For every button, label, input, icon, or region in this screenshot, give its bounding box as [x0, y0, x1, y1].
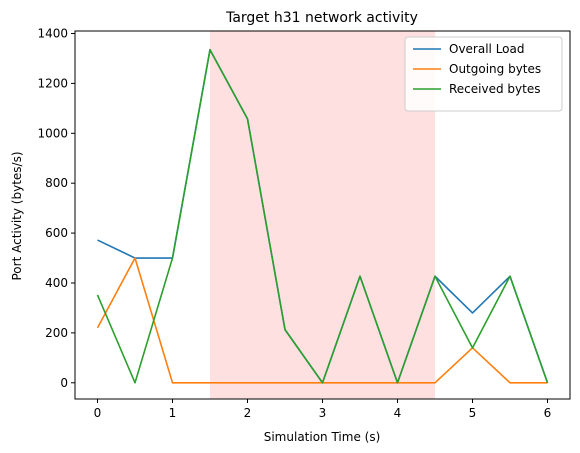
x-axis-ticks: 0 1 2 3 4 5 6 [94, 399, 552, 420]
shaded-region [210, 31, 435, 399]
x-tick-label: 4 [394, 406, 402, 420]
y-tick-label: 200 [45, 326, 68, 340]
y-tick-label: 600 [45, 226, 68, 240]
y-tick-label: 1200 [37, 76, 68, 90]
shaded-region-layer [210, 31, 435, 399]
y-tick-label: 400 [45, 276, 68, 290]
y-tick-label: 1400 [37, 26, 68, 40]
series-layer [96, 48, 549, 384]
series-line-received-bytes [96, 48, 549, 384]
y-tick-label: 800 [45, 176, 68, 190]
legend-box [404, 36, 563, 112]
legend-label: Outgoing bytes [449, 62, 541, 76]
x-tick-label: 3 [319, 406, 327, 420]
legend-label: Received bytes [449, 82, 540, 96]
x-tick-label: 2 [244, 406, 252, 420]
x-tick-label: 5 [469, 406, 477, 420]
legend-label: Overall Load [449, 42, 525, 56]
x-axis-label: Simulation Time (s) [264, 430, 381, 444]
chart-title: Target h31 network activity [225, 10, 418, 26]
y-tick-label: 0 [60, 376, 68, 390]
y-tick-label: 1000 [37, 126, 68, 140]
x-tick-label: 6 [544, 406, 552, 420]
y-axis-label: Port Activity (bytes/s) [10, 151, 24, 280]
legend: Overall Load Outgoing bytes Received bytes [404, 36, 563, 112]
x-tick-label: 0 [94, 406, 102, 420]
y-axis-ticks: 0 200 400 600 800 1000 1200 1400 [37, 26, 75, 390]
x-tick-label: 1 [169, 406, 177, 420]
